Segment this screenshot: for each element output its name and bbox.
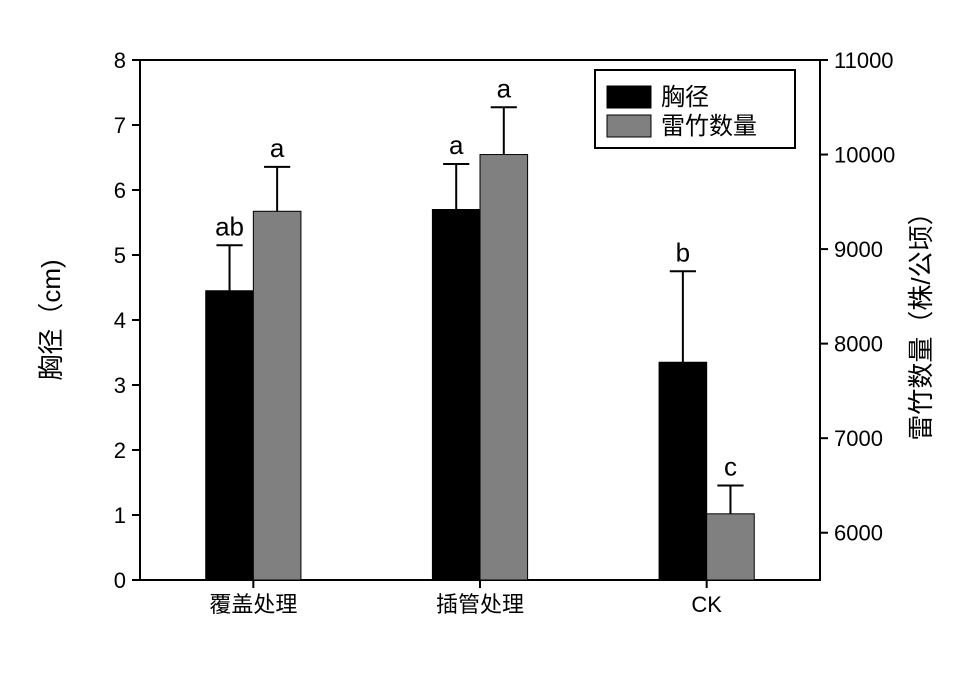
left-tick-label: 7 [114, 113, 126, 138]
right-tick-label: 7000 [834, 426, 883, 451]
left-tick-label: 6 [114, 178, 126, 203]
legend-swatch [607, 86, 651, 108]
left-tick-label: 2 [114, 438, 126, 463]
significance-label: a [497, 73, 512, 103]
left-tick-label: 8 [114, 48, 126, 73]
left-axis-title: 胸径（cm) [36, 259, 66, 380]
legend-swatch [607, 115, 651, 137]
category-label: CK [691, 592, 722, 617]
right-tick-label: 6000 [834, 521, 883, 546]
bar-dbh [206, 291, 254, 580]
right-tick-label: 9000 [834, 237, 883, 262]
significance-label: c [724, 451, 737, 481]
right-tick-label: 10000 [834, 143, 895, 168]
left-tick-label: 1 [114, 503, 126, 528]
right-axis-title: 雷竹数量（株/公顷） [906, 199, 936, 440]
left-tick-label: 3 [114, 373, 126, 398]
bar-count [253, 211, 301, 580]
left-tick-label: 5 [114, 243, 126, 268]
right-tick-label: 11000 [834, 48, 894, 73]
bar-dbh [659, 362, 707, 580]
bar-count [707, 514, 755, 580]
right-tick-label: 8000 [834, 332, 883, 357]
significance-label: a [270, 133, 285, 163]
significance-label: ab [215, 211, 244, 241]
category-label: 覆盖处理 [209, 592, 297, 617]
left-tick-label: 4 [114, 308, 126, 333]
significance-label: b [676, 237, 690, 267]
bar-dbh [432, 210, 480, 581]
bar-count [480, 155, 528, 580]
chart-svg: 0 1 2 3 4 5 6 7 8 6000 7000 8000 9000 10000 11000 胸径（cm… [0, 0, 973, 677]
category-label: 插管处理 [436, 592, 524, 617]
legend-label: 雷竹数量 [661, 113, 757, 140]
significance-label: a [449, 130, 464, 160]
dual-axis-bar-chart: 0 1 2 3 4 5 6 7 8 6000 7000 8000 9000 10000 11000 胸径（cm… [0, 0, 973, 677]
legend-label: 胸径 [661, 84, 709, 111]
left-tick-label: 0 [114, 568, 126, 593]
